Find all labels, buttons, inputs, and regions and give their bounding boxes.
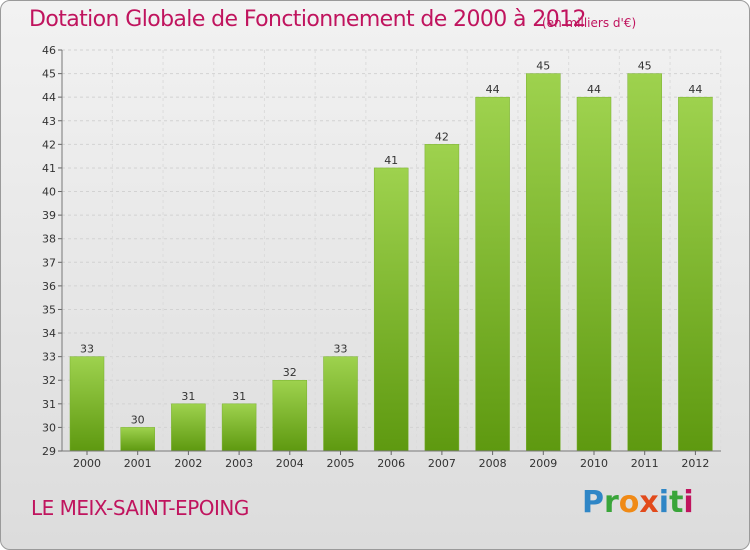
x-tick-label: 2003 xyxy=(225,457,253,470)
bar xyxy=(678,96,713,452)
y-tick-label: 29 xyxy=(42,445,56,458)
x-tick-label: 2002 xyxy=(174,457,202,470)
bar xyxy=(475,96,510,452)
bar-value-label: 45 xyxy=(638,60,652,73)
bar-value-label: 31 xyxy=(232,390,246,403)
bar-value-label: 44 xyxy=(486,83,500,96)
y-tick-label: 33 xyxy=(42,351,56,364)
y-tick-label: 46 xyxy=(42,44,56,57)
bar xyxy=(221,403,257,452)
y-tick-label: 31 xyxy=(42,398,56,411)
chart-title: Dotation Globale de Fonctionnement de 20… xyxy=(29,7,587,32)
y-tick-label: 43 xyxy=(42,115,56,128)
y-tick-label: 42 xyxy=(42,138,56,151)
bar xyxy=(424,144,460,452)
y-tick-label: 35 xyxy=(42,303,56,316)
bar-value-label: 42 xyxy=(435,130,449,143)
bar-value-label: 33 xyxy=(334,343,348,356)
x-tick-label: 2006 xyxy=(377,457,405,470)
y-tick-label: 39 xyxy=(42,209,56,222)
y-tick-label: 40 xyxy=(42,186,56,199)
bar-value-label: 45 xyxy=(536,60,550,73)
x-tick-label: 2012 xyxy=(681,457,709,470)
bar-value-label: 33 xyxy=(80,343,94,356)
x-tick-label: 2001 xyxy=(124,457,152,470)
y-tick-label: 45 xyxy=(42,68,56,81)
bar-value-label: 41 xyxy=(384,154,398,167)
proxiti-logo: Proxiti xyxy=(582,485,694,520)
y-tick-label: 44 xyxy=(42,91,56,104)
x-tick-label: 2004 xyxy=(276,457,304,470)
x-tick-label: 2009 xyxy=(529,457,557,470)
bar xyxy=(171,403,206,452)
y-tick-label: 32 xyxy=(42,374,56,387)
bar-value-label: 44 xyxy=(688,83,702,96)
y-tick-label: 41 xyxy=(42,162,56,175)
y-tick-label: 37 xyxy=(42,256,56,269)
bar-value-label: 32 xyxy=(283,366,297,379)
bar xyxy=(576,96,612,452)
bar-value-label: 30 xyxy=(131,413,145,426)
y-tick-label: 34 xyxy=(42,327,56,340)
bar xyxy=(373,167,409,452)
bar xyxy=(627,73,662,452)
x-tick-label: 2008 xyxy=(479,457,507,470)
bar-value-label: 44 xyxy=(587,83,601,96)
y-tick-label: 36 xyxy=(42,280,56,293)
chart-unit: (en milliers d'€) xyxy=(542,16,637,30)
x-tick-label: 2007 xyxy=(428,457,456,470)
bars: 33 30 31 31 32 33 41 42 44 45 44 45 44 xyxy=(69,60,713,452)
bar-value-label: 31 xyxy=(181,390,195,403)
y-tick-label: 30 xyxy=(42,421,56,434)
axes: 29 30 31 32 33 34 35 36 37 38 39 40 41 42 43 44 45 46 2000… xyxy=(42,44,721,470)
bar xyxy=(323,356,358,452)
bar xyxy=(526,73,561,452)
bar xyxy=(272,379,308,452)
bar xyxy=(69,356,105,452)
bar xyxy=(120,427,155,452)
x-tick-label: 2010 xyxy=(580,457,608,470)
x-tick-label: 2005 xyxy=(327,457,355,470)
x-tick-label: 2000 xyxy=(73,457,101,470)
x-tick-label: 2011 xyxy=(631,457,659,470)
y-tick-label: 38 xyxy=(42,233,56,246)
commune-name: LE MEIX-SAINT-EPOING xyxy=(31,496,249,520)
